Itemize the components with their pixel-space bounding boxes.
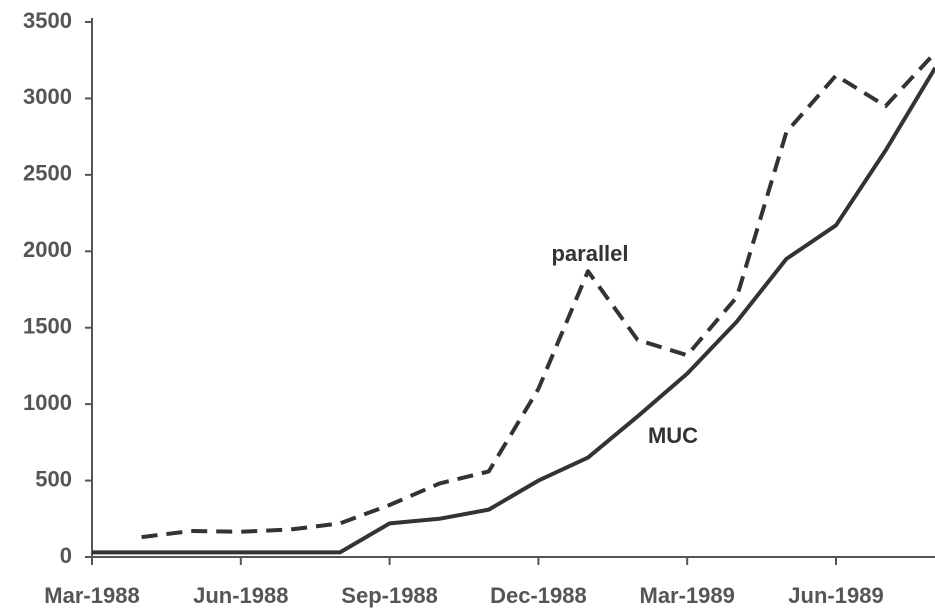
y-tick-label: 1000 xyxy=(23,390,72,415)
series-annotation: parallel xyxy=(551,241,628,266)
y-tick-label: 500 xyxy=(35,466,72,491)
x-tick-label: Dec-1988 xyxy=(490,583,587,608)
x-tick-label: Sep-1988 xyxy=(341,583,438,608)
x-tick-label: Mar-1988 xyxy=(44,583,139,608)
y-tick-label: 3000 xyxy=(23,84,72,109)
y-tick-label: 1500 xyxy=(23,314,72,339)
series-line xyxy=(92,66,935,555)
y-tick-label: 2000 xyxy=(23,237,72,262)
series-line xyxy=(141,51,935,540)
y-tick-label: 2500 xyxy=(23,161,72,186)
y-tick-label: 0 xyxy=(60,543,72,568)
x-tick-label: Jun-1989 xyxy=(788,583,883,608)
y-tick-label: 3500 xyxy=(23,8,72,33)
x-tick-label: Jun-1988 xyxy=(193,583,288,608)
x-tick-label: Mar-1989 xyxy=(640,583,735,608)
series-annotation: MUC xyxy=(648,423,698,448)
